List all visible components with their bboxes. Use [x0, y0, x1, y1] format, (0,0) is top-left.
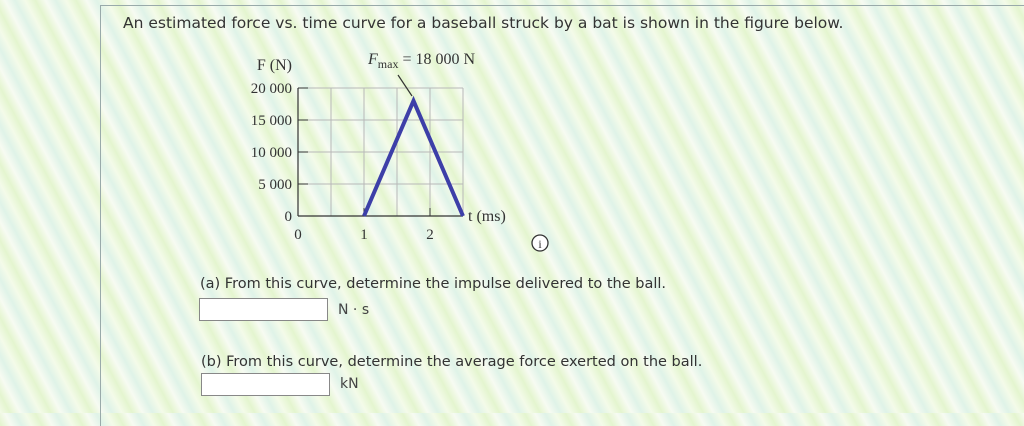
info-circle-icon[interactable]: i	[531, 234, 549, 252]
impulse-input[interactable]	[199, 298, 328, 321]
impulse-unit: N · s	[338, 302, 370, 318]
force-curve	[362, 95, 465, 217]
y-tick-label: 10 000	[251, 145, 292, 161]
fmax-annotation: Fmax = 18 000 N	[367, 51, 475, 71]
chart-grid	[297, 87, 464, 217]
y-tick-label: 20 000	[251, 81, 292, 97]
question-frame	[100, 5, 1024, 426]
question-b-label: (b) From this curve, determine the avera…	[201, 354, 703, 370]
y-tick-label: 5 000	[258, 177, 292, 193]
x-axis-label: t (ms)	[468, 208, 506, 225]
force-time-chart: 0 5 000 10 000 15 000 20 000 0 1 2 F (N) t (ms)…	[251, 51, 549, 252]
y-tick-label: 0	[285, 209, 293, 225]
x-tick-label: 1	[360, 227, 368, 243]
chart-ticks: 0 5 000 10 000 15 000 20 000 0 1 2	[251, 81, 434, 243]
svg-text:i: i	[538, 237, 542, 251]
average-force-input[interactable]	[201, 373, 330, 396]
x-tick-label: 2	[426, 227, 434, 243]
y-tick-label: 15 000	[251, 113, 292, 129]
y-axis-label: F (N)	[257, 57, 292, 74]
average-force-unit: kN	[340, 376, 359, 392]
question-prompt: An estimated force vs. time curve for a …	[123, 14, 844, 32]
question-a-label: (a) From this curve, determine the impul…	[200, 276, 667, 292]
fmax-pointer	[397, 74, 413, 97]
x-tick-label: 0	[294, 227, 302, 243]
